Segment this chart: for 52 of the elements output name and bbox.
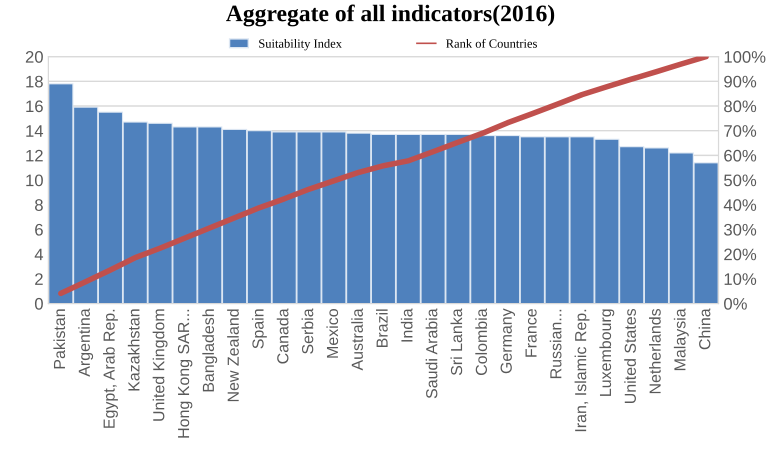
y-tick-label: 20 (26, 51, 43, 63)
x-tick-label: Colombia (475, 308, 488, 376)
y2-tick-label: 70% (724, 125, 756, 137)
y-tick-label: 14 (26, 125, 44, 137)
chart-title: Aggregate of all indicators(2016) (226, 4, 554, 26)
x-tick-label: Argentina (78, 308, 94, 377)
y2-tick-label: 80% (724, 100, 756, 112)
y2-tick-label: 60% (724, 150, 756, 162)
x-tick-label: New Zealand (227, 309, 239, 402)
y-tick-label: 12 (26, 150, 43, 162)
y-tick-label: 6 (35, 224, 43, 236)
x-tick-label: China (698, 308, 710, 350)
x-tick-label: Iran, Islamic Rep. (574, 310, 590, 432)
y2-tick-label: 0% (724, 298, 747, 310)
x-tick-label: United States (624, 308, 636, 404)
y-tick-label: 10 (26, 174, 43, 186)
y-tick-label: 18 (26, 76, 43, 88)
y2-tick-label: 20% (724, 248, 756, 260)
y-tick-label: 4 (34, 248, 44, 260)
y2-tick-label: 10% (724, 273, 756, 286)
y-tick-label: 16 (26, 100, 43, 112)
x-tick-label: Canada (276, 308, 288, 364)
x-tick-label: Malaysia (674, 308, 689, 370)
x-tick-label: Serbia (302, 308, 314, 354)
y2-tick-label: 100% (724, 51, 766, 63)
x-tick-label: Hong Kong SAR... (178, 310, 192, 438)
y2-tick-label: 50% (724, 174, 756, 186)
x-tick-label: India (400, 308, 413, 342)
y-tick-label: 0 (34, 298, 43, 310)
y-tick-label: 8 (35, 199, 43, 211)
legend-label: Suitability Index (259, 39, 342, 50)
x-tick-label: Saudi Arabia (426, 308, 438, 398)
x-tick-label: Netherlands (649, 308, 661, 394)
x-tick-label: Egypt, Arab Rep. (103, 310, 118, 428)
x-tick-label: Russian... (550, 310, 562, 378)
y-tick-label: 2 (35, 273, 43, 285)
x-tick-label: Luxembourg (599, 309, 614, 396)
x-tick-label: Kazakhstan (128, 309, 140, 391)
y2-tick-label: 30% (724, 224, 756, 236)
x-tick-label: Sri Lanka (450, 308, 462, 376)
x-tick-label: United Kingdom (152, 309, 168, 421)
x-tick-label: Pakistan (53, 309, 66, 368)
x-tick-label: Spain (252, 309, 267, 348)
legend-label: Rank of Countries (446, 38, 537, 48)
x-tick-label: France (526, 309, 537, 357)
x-tick-label: Bangladesh (202, 309, 218, 392)
x-tick-label: Australia (351, 308, 363, 370)
x-tick-label: Mexico (326, 309, 338, 358)
y2-tick-label: 40% (724, 199, 756, 211)
y2-tick-label: 90% (724, 76, 756, 88)
x-tick-label: Germany (500, 308, 516, 374)
x-tick-label: Brazil (376, 309, 388, 347)
